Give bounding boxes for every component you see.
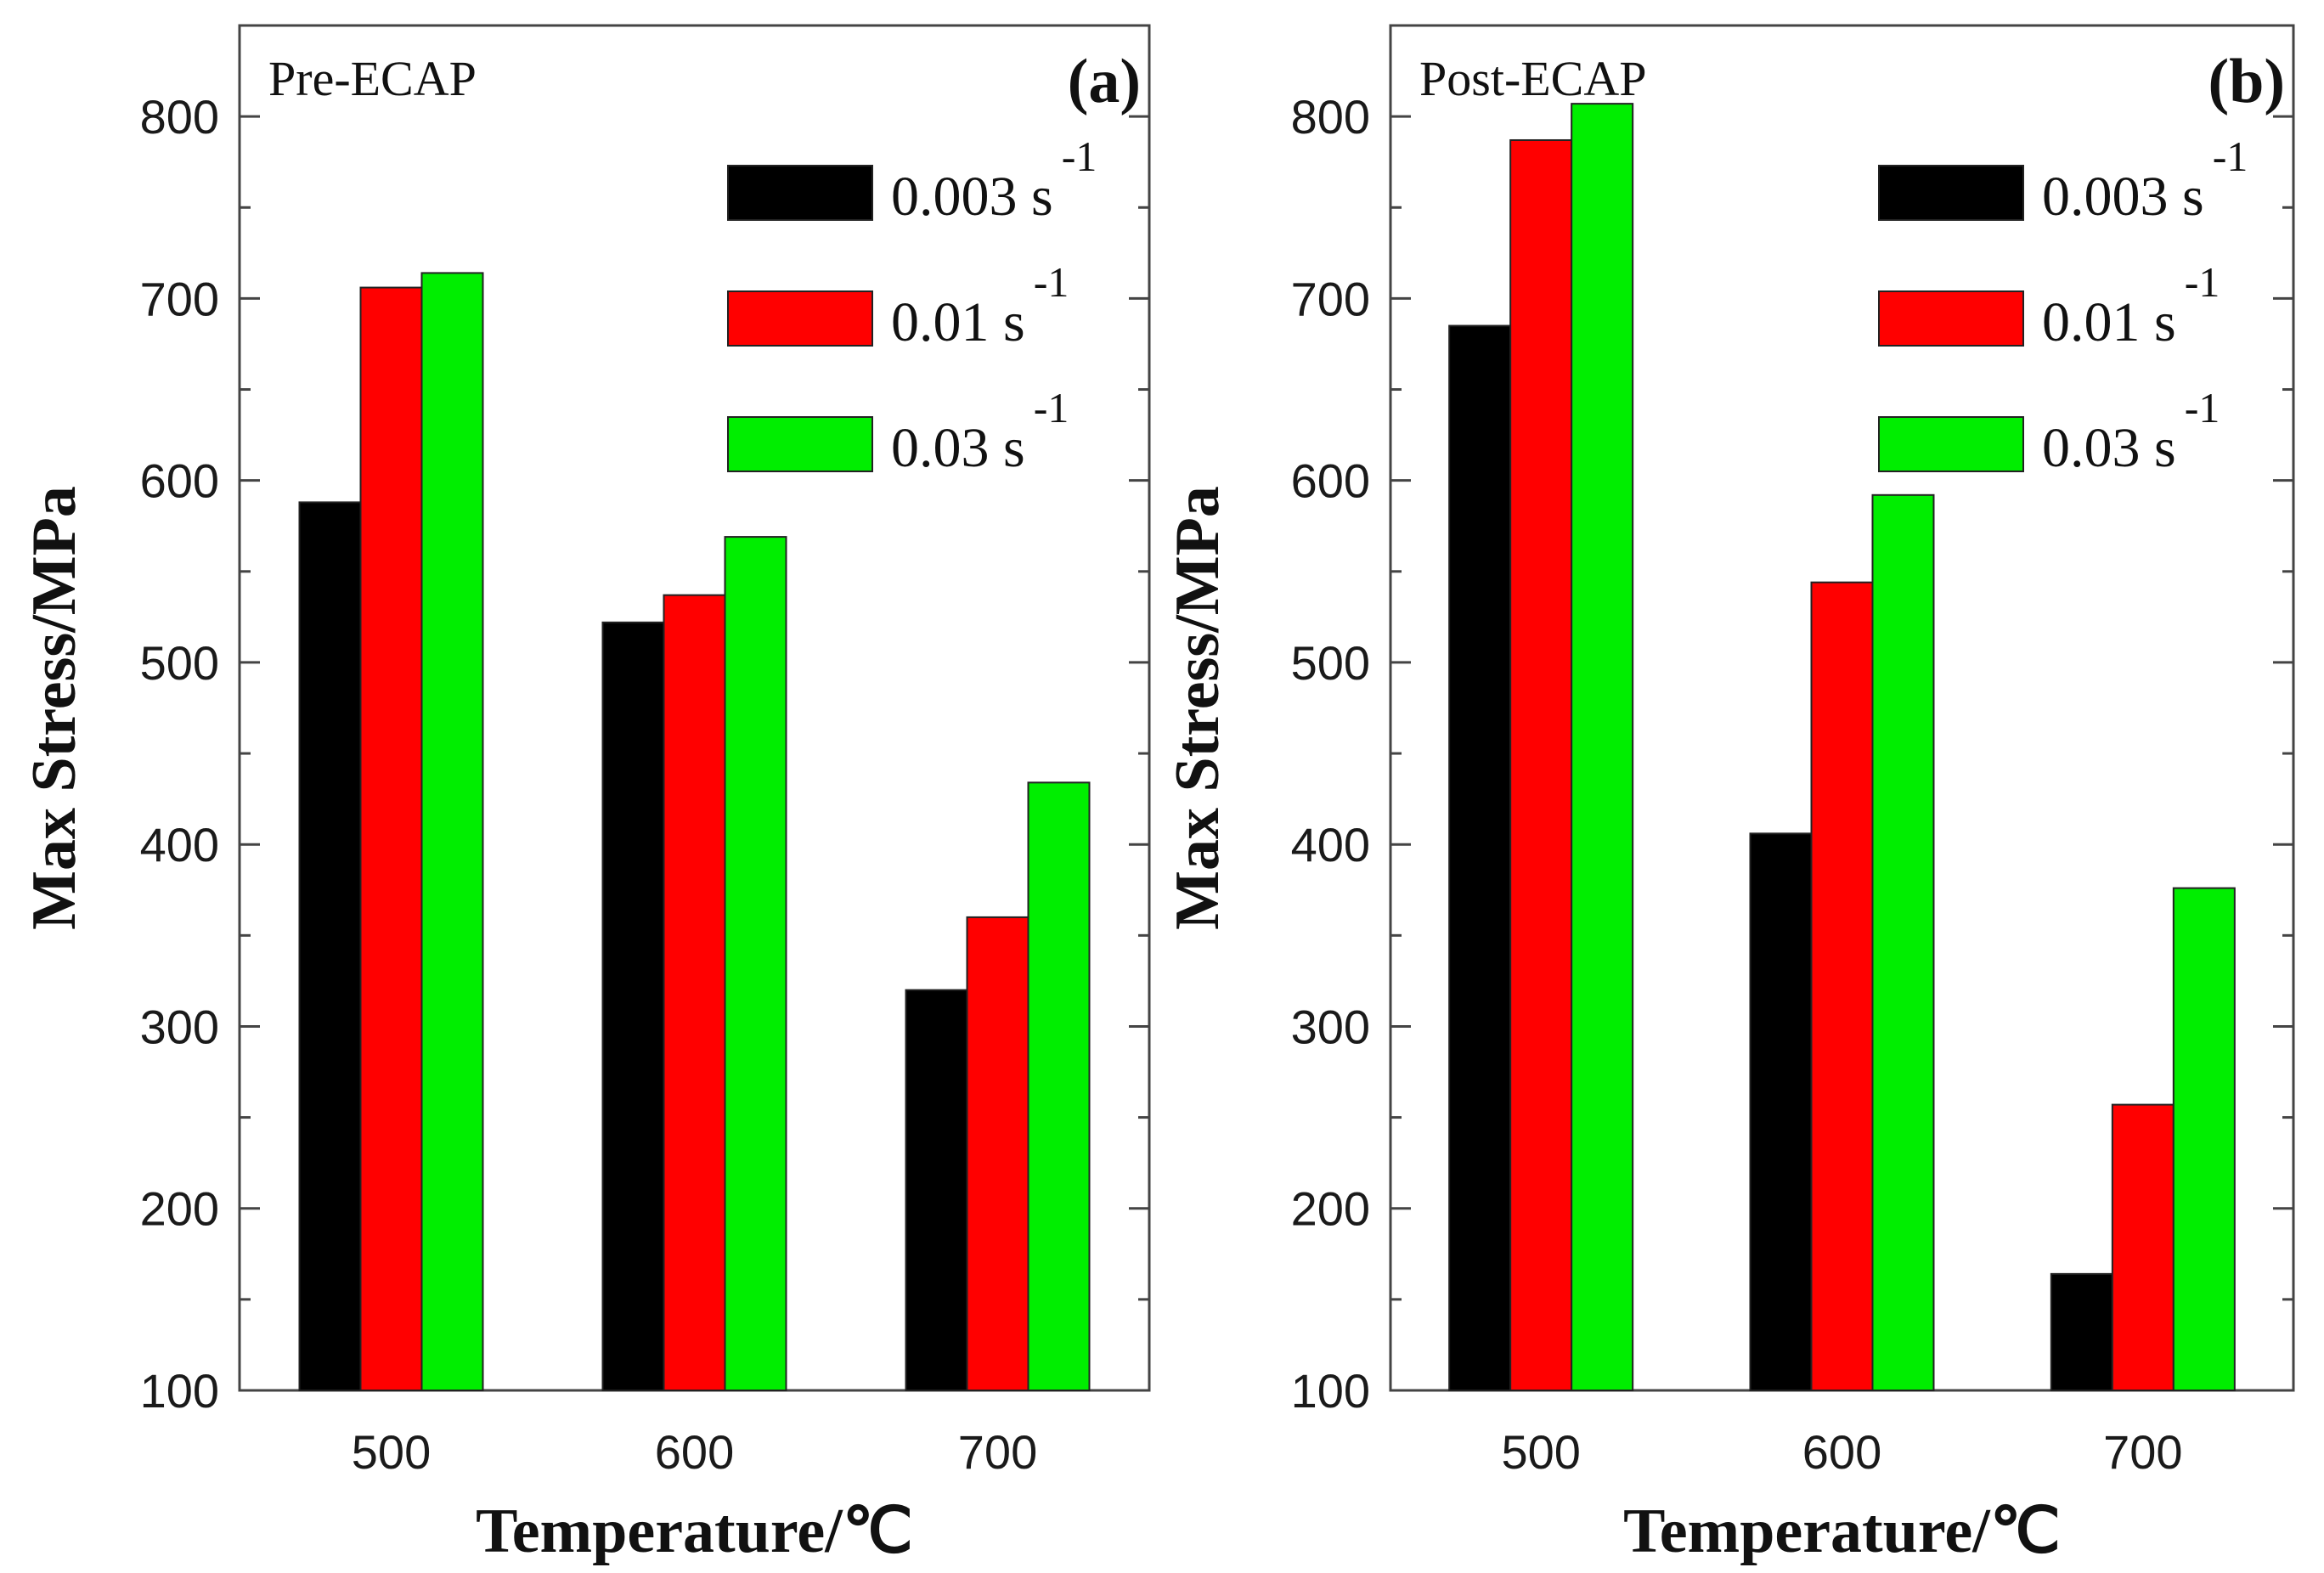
panel-annotation: Post-ECAP [1419, 51, 1647, 106]
x-tick-label: 700 [958, 1425, 1037, 1479]
legend-label: 0.01 s [891, 291, 1025, 353]
y-tick-label: 300 [140, 1000, 219, 1053]
bar [420, 272, 484, 1391]
legend-swatch [1878, 165, 2024, 221]
y-tick-label: 500 [140, 636, 219, 690]
y-tick-label: 100 [1291, 1364, 1370, 1418]
y-tick-label: 500 [1291, 636, 1370, 690]
y-tick-label: 400 [140, 818, 219, 871]
x-tick-label: 700 [2103, 1425, 2182, 1479]
x-axis-title: Temperature/℃ [476, 1497, 913, 1566]
x-axis-title: Temperature/℃ [1623, 1497, 2061, 1566]
legend-superscript: -1 [1034, 384, 1069, 431]
bar [905, 989, 968, 1391]
bar [1027, 781, 1091, 1391]
bar [2172, 887, 2236, 1391]
legend-label: 0.03 s [2042, 417, 2176, 479]
y-tick-label: 800 [1291, 90, 1370, 144]
y-tick-label: 400 [1291, 818, 1370, 871]
bar [1509, 138, 1573, 1391]
bar [724, 536, 787, 1391]
bar [1448, 324, 1512, 1391]
legend-superscript: -1 [1034, 258, 1069, 306]
bar [1810, 581, 1874, 1391]
bar [2111, 1103, 2175, 1391]
bar [2050, 1272, 2113, 1392]
y-tick-label: 100 [140, 1364, 219, 1418]
y-tick-label: 600 [1291, 454, 1370, 508]
legend-swatch [727, 290, 873, 347]
bar [966, 916, 1029, 1391]
legend: 0.003 s-10.01 s-10.03 s-1 [727, 132, 1097, 479]
x-tick-label: 500 [1501, 1425, 1580, 1479]
legend-label: 0.003 s [891, 166, 1053, 228]
bar [663, 594, 726, 1391]
legend-superscript: -1 [2185, 384, 2220, 431]
legend-label: 0.01 s [2042, 291, 2176, 353]
y-axis-title: Max Stress/MPa [1163, 486, 1233, 930]
legend-superscript: -1 [2185, 258, 2220, 306]
y-tick-label: 200 [1291, 1182, 1370, 1236]
y-tick-label: 200 [140, 1182, 219, 1236]
y-tick-label: 700 [1291, 272, 1370, 325]
panel-annotation: Pre-ECAP [268, 51, 477, 106]
legend-label: 0.03 s [891, 417, 1025, 479]
legend-swatch [727, 165, 873, 221]
bar [1571, 103, 1634, 1392]
bar [601, 621, 665, 1391]
legend-swatch [1878, 416, 2024, 472]
x-tick-label: 600 [1802, 1425, 1881, 1479]
chart-panel-b: 100 200 300 400 500 600 700 800 500 600 700 Tempera… [1163, 24, 2295, 1566]
y-tick-label: 300 [1291, 1000, 1370, 1053]
chart-panel-a: 100 200 300 400 500 600 700 800 500 600 700 Tempera… [20, 24, 1151, 1566]
legend-label: 0.003 s [2042, 166, 2204, 228]
legend-superscript: -1 [1062, 132, 1097, 180]
y-tick-label: 700 [140, 272, 219, 325]
y-tick-label: 800 [140, 90, 219, 144]
bar [1749, 832, 1813, 1391]
bar [359, 286, 423, 1392]
legend: 0.003 s-10.01 s-10.03 s-1 [1878, 132, 2248, 479]
legend-swatch [1878, 290, 2024, 347]
bar [298, 501, 362, 1391]
panel-label: (b) [2208, 47, 2285, 116]
y-tick-label: 600 [140, 454, 219, 508]
legend-superscript: -1 [2213, 132, 2248, 180]
x-tick-label: 600 [655, 1425, 734, 1479]
y-axis-title: Max Stress/MPa [20, 486, 89, 930]
x-tick-label: 500 [352, 1425, 431, 1479]
bar [1871, 493, 1935, 1391]
panel-label: (a) [1068, 47, 1141, 116]
legend-swatch [727, 416, 873, 472]
